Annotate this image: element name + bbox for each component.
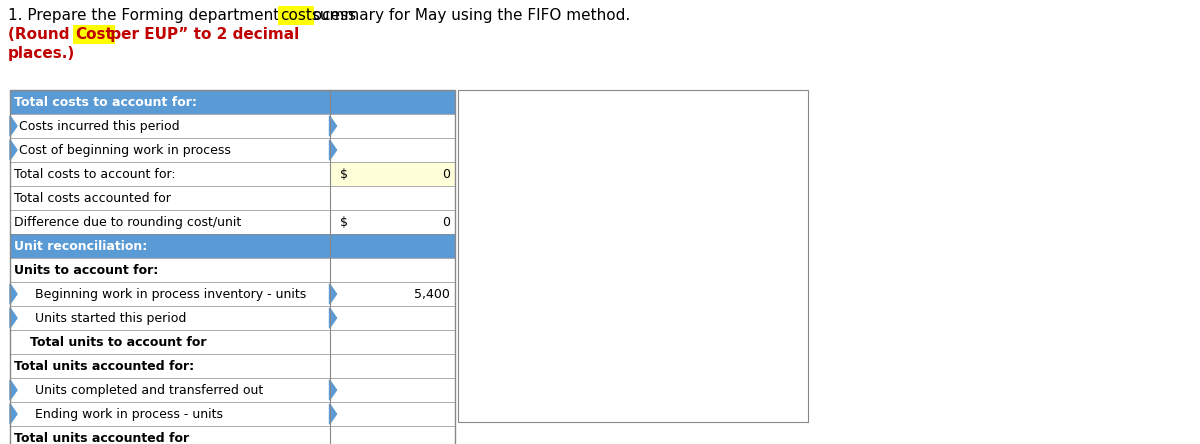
Polygon shape <box>10 308 17 328</box>
Polygon shape <box>10 116 17 136</box>
Bar <box>10 282 330 306</box>
Bar <box>330 114 455 138</box>
Bar <box>10 90 330 114</box>
Bar <box>330 138 455 162</box>
Bar <box>458 90 808 422</box>
Text: Ending work in process - units: Ending work in process - units <box>35 408 223 420</box>
Text: places.): places.) <box>8 46 76 61</box>
Bar <box>330 282 455 306</box>
Bar <box>10 426 330 444</box>
Bar <box>10 234 330 258</box>
Bar <box>10 90 455 444</box>
Polygon shape <box>10 380 17 400</box>
Text: cost: cost <box>280 8 312 23</box>
Text: 0: 0 <box>442 215 450 229</box>
Polygon shape <box>10 284 17 304</box>
Polygon shape <box>10 404 17 424</box>
Text: Total costs to account for:: Total costs to account for: <box>14 95 197 108</box>
Bar <box>330 354 455 378</box>
Bar <box>330 306 455 330</box>
Bar <box>330 162 455 186</box>
Text: Cost of beginning work in process: Cost of beginning work in process <box>19 143 230 156</box>
Polygon shape <box>330 308 336 328</box>
Bar <box>330 330 455 354</box>
Text: Unit reconciliation:: Unit reconciliation: <box>14 239 148 253</box>
Text: per EUP” to 2 decimal: per EUP” to 2 decimal <box>106 27 299 42</box>
Bar <box>330 234 455 258</box>
Polygon shape <box>330 140 336 160</box>
Bar <box>10 258 330 282</box>
Text: Total units to account for: Total units to account for <box>30 336 206 349</box>
Text: Total costs accounted for: Total costs accounted for <box>14 191 170 205</box>
Text: Difference due to rounding cost/unit: Difference due to rounding cost/unit <box>14 215 241 229</box>
Text: (Round “: (Round “ <box>8 27 85 42</box>
Bar <box>330 90 455 114</box>
Text: summary for May using the FIFO method.: summary for May using the FIFO method. <box>307 8 630 23</box>
Polygon shape <box>330 380 336 400</box>
Text: Total units accounted for: Total units accounted for <box>14 432 190 444</box>
Bar <box>330 402 455 426</box>
Polygon shape <box>330 404 336 424</box>
Bar <box>330 186 455 210</box>
Text: Units to account for:: Units to account for: <box>14 263 158 277</box>
Polygon shape <box>330 116 336 136</box>
Bar <box>10 378 330 402</box>
Polygon shape <box>330 284 336 304</box>
Bar <box>10 210 330 234</box>
Text: Units started this period: Units started this period <box>35 312 186 325</box>
Bar <box>330 378 455 402</box>
Text: Total units accounted for:: Total units accounted for: <box>14 360 194 373</box>
Bar <box>330 258 455 282</box>
Text: $: $ <box>340 167 348 181</box>
Text: 5,400: 5,400 <box>414 288 450 301</box>
Bar <box>330 426 455 444</box>
Text: $: $ <box>340 215 348 229</box>
Text: Beginning work in process inventory - units: Beginning work in process inventory - un… <box>35 288 306 301</box>
Polygon shape <box>10 140 17 160</box>
Bar <box>10 306 330 330</box>
Text: Costs incurred this period: Costs incurred this period <box>19 119 180 132</box>
Text: 1. Prepare the Forming department’s process: 1. Prepare the Forming department’s proc… <box>8 8 361 23</box>
Bar <box>10 330 330 354</box>
Bar <box>10 186 330 210</box>
Bar <box>10 138 330 162</box>
Text: Total costs to account for:: Total costs to account for: <box>14 167 175 181</box>
Bar <box>10 162 330 186</box>
Bar <box>10 354 330 378</box>
Text: 0: 0 <box>442 167 450 181</box>
Bar <box>330 210 455 234</box>
Text: Cost: Cost <box>74 27 113 42</box>
Bar <box>10 114 330 138</box>
Text: Units completed and transferred out: Units completed and transferred out <box>35 384 263 396</box>
Bar <box>10 402 330 426</box>
